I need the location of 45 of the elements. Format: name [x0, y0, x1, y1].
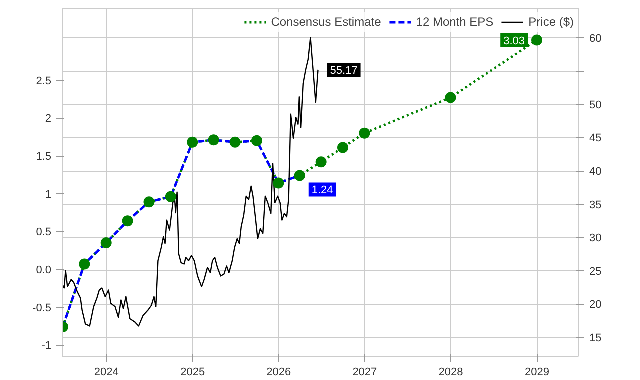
- y2-tick-label: 40: [590, 166, 602, 178]
- y-tick-label: 2: [45, 113, 52, 126]
- y2-tick-label: 20: [590, 299, 602, 312]
- y2-tick-label: 60: [590, 32, 602, 45]
- point: [316, 156, 327, 168]
- y-tick-label: 0.0: [36, 264, 52, 276]
- y-tick-label: 2.5: [36, 75, 52, 88]
- y2-tick-label: 30: [590, 232, 602, 245]
- point: [79, 258, 90, 270]
- x-tick-label: 2027: [352, 366, 378, 378]
- point: [445, 92, 456, 104]
- y-tick-label: 0.5: [36, 226, 52, 239]
- x-tick-label: 2025: [180, 366, 206, 378]
- point: [144, 196, 155, 208]
- y2-tick-label: 45: [590, 132, 602, 145]
- point: [273, 178, 284, 189]
- point: [230, 136, 241, 148]
- y2-tick-label: 15: [590, 332, 602, 345]
- legend-label: Consensus Estimate: [271, 15, 382, 29]
- y-tick-label: -1: [42, 340, 52, 352]
- x-tick-label: 2028: [438, 366, 464, 378]
- point: [359, 128, 370, 139]
- y-tick-label: 1.5: [36, 151, 52, 164]
- data-label: 1.24: [312, 184, 334, 197]
- y-tick-label: -0.5: [32, 302, 52, 314]
- data-label: 3.03: [504, 35, 526, 48]
- point: [187, 136, 198, 148]
- y-tick-label: 1: [45, 188, 52, 201]
- x-tick-label: 2029: [525, 366, 550, 378]
- x-tick-label: 2026: [266, 366, 292, 378]
- point: [208, 134, 220, 146]
- legend-label: 12 Month EPS: [416, 15, 494, 29]
- legend-label: Price ($): [528, 15, 574, 29]
- point: [100, 238, 112, 249]
- point: [294, 170, 306, 182]
- y2-tick-label: 35: [590, 199, 602, 212]
- point: [122, 216, 134, 227]
- point: [338, 142, 349, 154]
- point: [165, 191, 176, 202]
- point: [251, 135, 262, 146]
- data-label: 55.17: [330, 64, 358, 77]
- x-tick-label: 2024: [94, 366, 119, 378]
- y2-tick-label: 25: [590, 266, 602, 278]
- y2-tick-label: 50: [590, 99, 602, 112]
- point: [532, 34, 543, 46]
